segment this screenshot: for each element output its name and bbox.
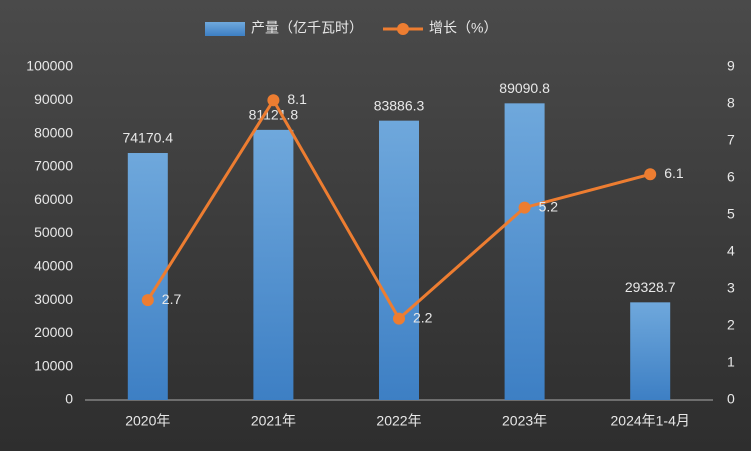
y-tick-label: 40000 bbox=[34, 258, 73, 274]
legend-swatch bbox=[205, 22, 245, 36]
y-tick-label: 80000 bbox=[34, 124, 73, 140]
x-tick-label: 2023年 bbox=[502, 413, 547, 429]
y2-tick-label: 3 bbox=[727, 280, 735, 296]
line-value-label: 2.2 bbox=[413, 309, 433, 325]
line-value-label: 2.7 bbox=[162, 291, 182, 307]
line-marker bbox=[267, 94, 280, 107]
legend-label: 产量（亿千瓦时） bbox=[251, 20, 363, 36]
line-marker bbox=[644, 168, 657, 181]
y-tick-label: 70000 bbox=[34, 158, 73, 174]
y-tick-label: 100000 bbox=[26, 58, 73, 74]
y-tick-label: 10000 bbox=[34, 357, 73, 373]
y-tick-label: 60000 bbox=[34, 191, 73, 207]
y-tick-label: 30000 bbox=[34, 291, 73, 307]
bar bbox=[504, 103, 545, 400]
y-tick-label: 50000 bbox=[34, 224, 73, 240]
x-tick-label: 2021年 bbox=[251, 413, 296, 429]
line-marker bbox=[141, 294, 154, 307]
bar-value-label: 29328.7 bbox=[625, 279, 676, 295]
y2-tick-label: 9 bbox=[727, 58, 735, 74]
bar bbox=[253, 129, 294, 400]
y2-tick-label: 8 bbox=[727, 95, 735, 111]
legend-marker bbox=[397, 23, 409, 35]
line-marker bbox=[393, 312, 405, 325]
line-value-label: 5.2 bbox=[539, 198, 559, 214]
bar-value-label: 81121.8 bbox=[249, 107, 299, 123]
y2-tick-label: 4 bbox=[727, 243, 735, 259]
y2-tick-label: 1 bbox=[727, 354, 735, 370]
bar-value-label: 83886.3 bbox=[374, 97, 425, 113]
y2-tick-label: 7 bbox=[727, 132, 735, 148]
bar-value-label: 89090.8 bbox=[499, 80, 550, 96]
bar bbox=[379, 120, 419, 400]
y-tick-label: 0 bbox=[65, 391, 73, 407]
line-marker bbox=[518, 201, 531, 214]
y-tick-label: 90000 bbox=[34, 91, 73, 107]
y2-tick-label: 6 bbox=[727, 169, 735, 185]
bar bbox=[630, 302, 671, 400]
y2-tick-label: 2 bbox=[727, 317, 735, 333]
y2-tick-label: 0 bbox=[727, 391, 735, 407]
line-value-label: 8.1 bbox=[287, 91, 307, 107]
x-tick-label: 2022年 bbox=[376, 413, 421, 429]
legend-label: 增长（%） bbox=[429, 20, 497, 36]
x-tick-label: 2020年 bbox=[125, 413, 170, 429]
y-tick-label: 20000 bbox=[34, 324, 73, 340]
y2-tick-label: 5 bbox=[727, 206, 735, 222]
line-value-label: 6.1 bbox=[664, 165, 684, 181]
bar-value-label: 74170.4 bbox=[122, 130, 173, 146]
x-tick-label: 2024年1-4月 bbox=[611, 413, 690, 429]
